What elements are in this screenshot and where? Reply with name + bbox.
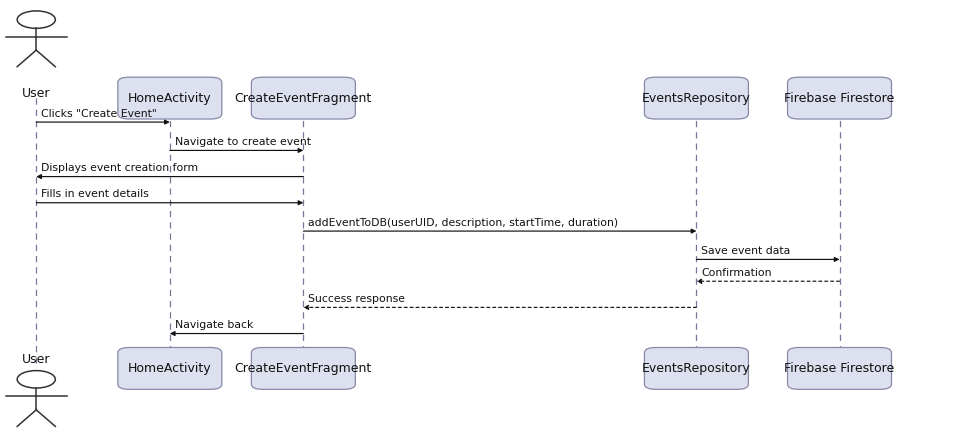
Text: HomeActivity: HomeActivity xyxy=(128,92,212,105)
Text: EventsRepository: EventsRepository xyxy=(641,92,750,105)
FancyBboxPatch shape xyxy=(117,347,221,389)
Text: Clicks "Create Event": Clicks "Create Event" xyxy=(41,109,156,119)
FancyBboxPatch shape xyxy=(787,347,890,389)
FancyBboxPatch shape xyxy=(252,77,355,119)
Text: CreateEventFragment: CreateEventFragment xyxy=(234,92,372,105)
Text: Fills in event details: Fills in event details xyxy=(41,189,149,199)
FancyBboxPatch shape xyxy=(644,347,747,389)
Text: EventsRepository: EventsRepository xyxy=(641,362,750,375)
Text: Success response: Success response xyxy=(308,294,405,304)
Text: Navigate back: Navigate back xyxy=(174,320,253,330)
FancyBboxPatch shape xyxy=(787,77,890,119)
Text: Firebase Firestore: Firebase Firestore xyxy=(783,362,894,375)
FancyBboxPatch shape xyxy=(644,77,747,119)
Text: addEventToDB(userUID, description, startTime, duration): addEventToDB(userUID, description, start… xyxy=(308,218,618,228)
Text: Save event data: Save event data xyxy=(700,246,790,256)
Text: Navigate to create event: Navigate to create event xyxy=(174,137,311,147)
FancyBboxPatch shape xyxy=(252,347,355,389)
Text: User: User xyxy=(22,353,51,366)
Text: User: User xyxy=(22,87,51,100)
Text: Displays event creation form: Displays event creation form xyxy=(41,163,198,173)
Text: CreateEventFragment: CreateEventFragment xyxy=(234,362,372,375)
Text: HomeActivity: HomeActivity xyxy=(128,362,212,375)
Text: Confirmation: Confirmation xyxy=(700,268,771,278)
Text: Firebase Firestore: Firebase Firestore xyxy=(783,92,894,105)
FancyBboxPatch shape xyxy=(117,77,221,119)
